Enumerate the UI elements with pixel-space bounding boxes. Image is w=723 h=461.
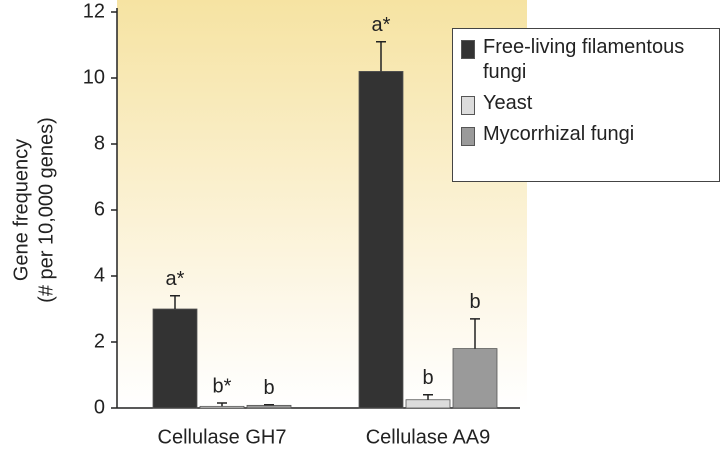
legend-label: Yeast — [483, 92, 533, 114]
legend-item: Mycorrhizal fungi — [461, 122, 711, 147]
y-tick-label: 4 — [94, 264, 105, 286]
significance-label: b — [469, 291, 480, 313]
y-tick-label: 0 — [94, 396, 105, 418]
legend-swatch — [461, 127, 475, 146]
bar — [199, 405, 245, 409]
bar — [246, 404, 292, 409]
y-axis-label: Gene frequency (# per 10,000 genes) — [10, 117, 57, 303]
y-tick-label: 12 — [83, 0, 105, 22]
y-tick-label: 6 — [94, 198, 105, 220]
error-bar — [376, 40, 386, 72]
significance-label: a* — [372, 14, 391, 36]
significance-label: b* — [213, 375, 232, 397]
legend-item: Yeast — [461, 91, 711, 116]
significance-label: b — [422, 367, 433, 389]
legend-item: Free-living filamentous fungi — [461, 35, 711, 85]
error-bar — [170, 295, 180, 309]
y-tick-label: 8 — [94, 132, 105, 154]
y-tick-label: 2 — [94, 330, 105, 352]
error-bar — [264, 403, 274, 406]
bar — [152, 308, 198, 409]
y-axis-label-line: Gene frequency — [10, 139, 32, 281]
y-axis-label-line: (# per 10,000 genes) — [35, 117, 57, 303]
legend-swatch — [461, 40, 475, 59]
y-tick-label: 10 — [83, 66, 105, 88]
bar — [358, 71, 404, 409]
x-tick-label: Cellulase GH7 — [158, 426, 287, 448]
x-tick-label: Cellulase AA9 — [366, 426, 491, 448]
significance-label: b — [263, 377, 274, 399]
legend-label: Free-living filamentous fungi — [483, 36, 685, 83]
error-bar — [217, 402, 227, 407]
legend-label: Mycorrhizal fungi — [483, 123, 635, 145]
bar — [452, 348, 498, 409]
significance-label: a* — [166, 268, 185, 290]
error-bar — [470, 318, 480, 349]
bar — [405, 399, 451, 409]
legend: Free-living filamentous fungi Yeast Mycorr… — [452, 28, 720, 182]
legend-swatch — [461, 96, 475, 115]
error-bar — [423, 394, 433, 400]
